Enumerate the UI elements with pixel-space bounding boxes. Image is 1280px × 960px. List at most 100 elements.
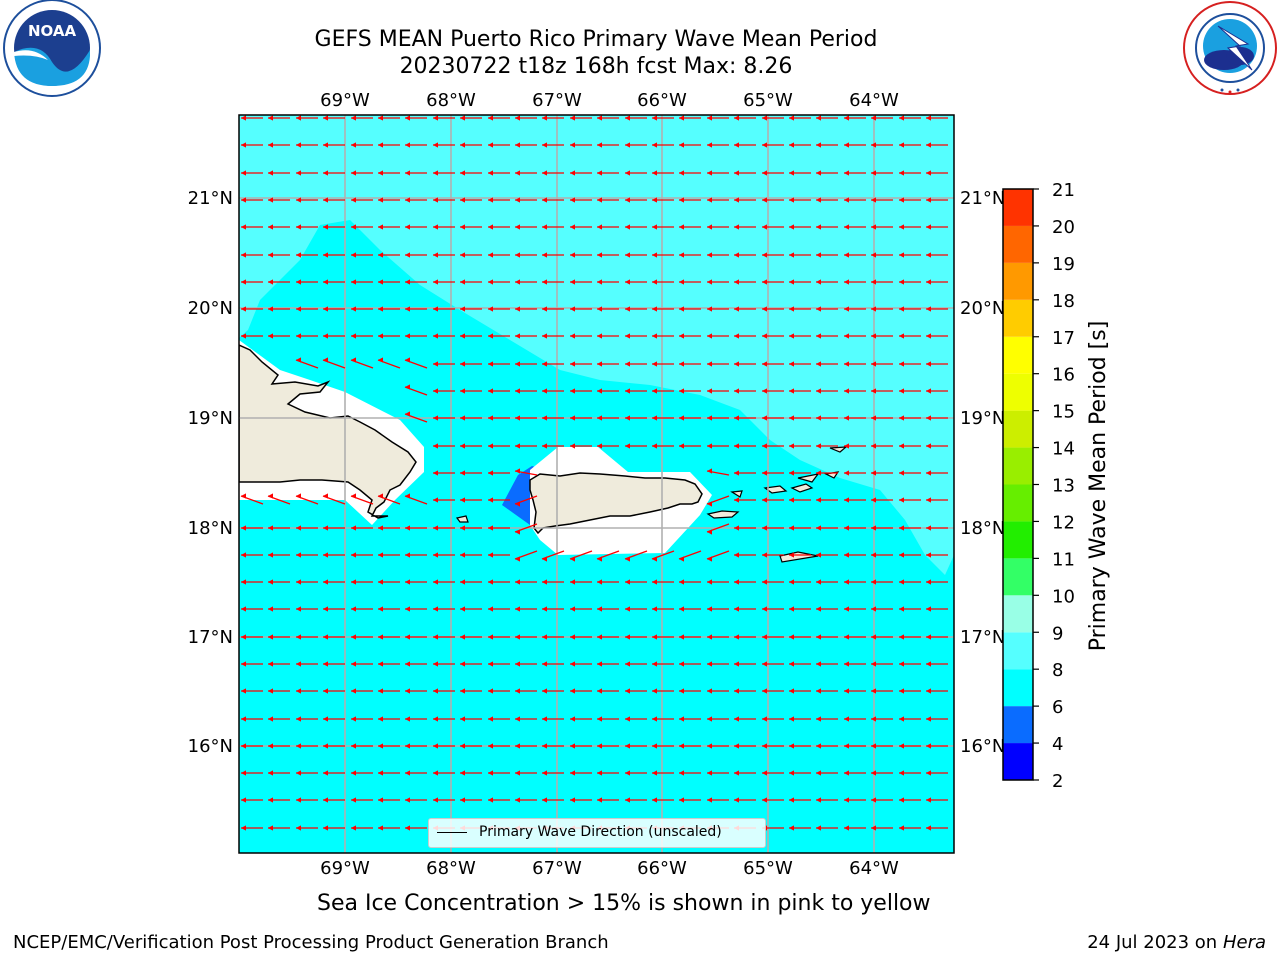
colorbar-segment <box>1003 262 1033 300</box>
wave-arrow <box>542 770 564 776</box>
lon-label-bottom: 64°W <box>849 858 899 879</box>
wave-arrow <box>460 361 482 367</box>
wave-arrow <box>433 361 455 367</box>
wave-arrow <box>899 252 921 258</box>
wave-arrow <box>488 170 510 176</box>
wave-arrow <box>734 170 756 176</box>
wave-arrow <box>707 279 729 285</box>
wave-arrow <box>625 142 647 148</box>
wave-arrow <box>296 661 318 667</box>
wave-arrow <box>515 661 537 667</box>
wave-arrow <box>597 606 619 612</box>
wave-arrow <box>268 825 290 831</box>
wave-arrow <box>460 525 482 531</box>
wave-arrow <box>652 770 674 776</box>
wave-arrow <box>351 525 373 531</box>
wave-arrow <box>734 279 756 285</box>
wave-arrow <box>762 470 784 476</box>
wave-arrow <box>488 306 510 312</box>
wave-arrow <box>514 550 538 562</box>
lon-labels-top: 69°W 68°W 67°W 66°W 65°W 64°W <box>320 90 899 111</box>
wave-arrow <box>570 142 592 148</box>
lat-labels-left: 21°N 20°N 19°N 18°N 17°N 16°N <box>188 188 233 757</box>
wave-arrow <box>871 333 893 339</box>
wave-arrow <box>323 716 345 722</box>
wave-arrow <box>460 497 482 503</box>
wave-arrow <box>871 552 893 558</box>
wave-arrow <box>926 388 948 394</box>
wave-arrow <box>734 743 756 749</box>
wave-arrow <box>351 333 373 339</box>
wave-arrow <box>652 688 674 694</box>
wave-arrow <box>405 770 427 776</box>
wave-arrow <box>926 306 948 312</box>
wave-arrow <box>460 333 482 339</box>
wave-arrow <box>789 743 811 749</box>
wave-arrow <box>926 333 948 339</box>
wave-arrow <box>323 743 345 749</box>
noaa-logo: NOAA <box>0 0 104 100</box>
wave-arrow <box>351 306 373 312</box>
wave-arrow <box>433 470 455 476</box>
wave-arrow <box>871 743 893 749</box>
wave-arrow <box>844 688 866 694</box>
colorbar: 2 4 6 8 9 10 11 12 13 14 15 16 17 18 19 20 21 <box>1002 180 1075 792</box>
wave-arrow <box>899 306 921 312</box>
wave-arrow <box>597 333 619 339</box>
wave-arrow <box>405 743 427 749</box>
wave-arrow <box>351 197 373 203</box>
wave-arrow <box>404 357 428 369</box>
wave-arrow <box>871 388 893 394</box>
lat-label-right: 16°N <box>960 736 1005 757</box>
wave-arrow <box>323 525 345 531</box>
wave-arrow <box>460 415 482 421</box>
wave-arrow <box>899 279 921 285</box>
wave-arrow <box>268 279 290 285</box>
wave-arrow <box>652 279 674 285</box>
wave-arrow <box>433 142 455 148</box>
wave-arrow <box>926 279 948 285</box>
wave-arrow <box>405 170 427 176</box>
wave-arrow <box>433 115 455 121</box>
wave-arrow <box>268 224 290 230</box>
map-frame <box>238 114 955 854</box>
wave-arrow <box>488 770 510 776</box>
wave-arrow <box>707 716 729 722</box>
wave-arrow <box>899 579 921 585</box>
wave-arrow <box>789 797 811 803</box>
wave-arrow <box>789 634 811 640</box>
wave-arrow <box>405 797 427 803</box>
wave-arrow <box>378 224 400 230</box>
wave-arrow <box>871 224 893 230</box>
wave-arrow <box>378 634 400 640</box>
wave-arrow <box>597 361 619 367</box>
wave-arrow <box>241 825 263 831</box>
wave-arrow <box>625 170 647 176</box>
colorbar-tick-label: 12 <box>1052 512 1075 533</box>
wave-arrow <box>652 170 674 176</box>
wave-arrow <box>268 306 290 312</box>
wave-arrow <box>926 661 948 667</box>
wave-arrow <box>762 606 784 612</box>
wave-arrow <box>488 688 510 694</box>
wave-arrow <box>871 252 893 258</box>
wave-arrow <box>240 493 264 505</box>
wave-arrow <box>762 634 784 640</box>
title-line-1: GEFS MEAN Puerto Rico Primary Wave Mean … <box>314 27 878 52</box>
colorbar-segment <box>1003 521 1033 559</box>
wave-arrow <box>570 415 592 421</box>
wave-arrow <box>488 525 510 531</box>
colorbar-segment <box>1003 447 1033 485</box>
wave-arrow <box>679 115 701 121</box>
wave-arrow <box>378 743 400 749</box>
lon-label-top: 66°W <box>637 90 687 111</box>
wave-arrow <box>871 443 893 449</box>
wave-arrow <box>570 606 592 612</box>
wave-arrow <box>679 306 701 312</box>
wave-arrow <box>296 197 318 203</box>
wave-arrow <box>899 115 921 121</box>
wave-arrow <box>268 552 290 558</box>
wave-arrow <box>707 606 729 612</box>
colorbar-segment <box>1003 373 1033 411</box>
wave-arrow <box>241 170 263 176</box>
